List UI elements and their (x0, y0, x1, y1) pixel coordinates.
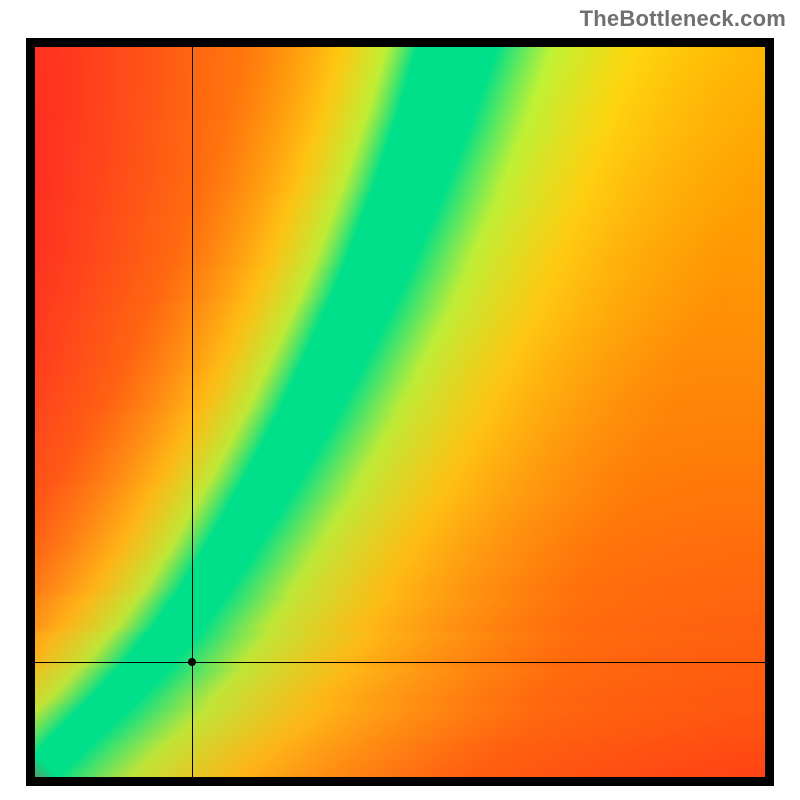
crosshair-vertical (192, 47, 193, 777)
heatmap-canvas (35, 47, 765, 777)
plot-frame (26, 38, 774, 786)
crosshair-horizontal (35, 662, 765, 663)
crosshair-marker-dot (188, 658, 196, 666)
plot-area (35, 47, 765, 777)
watermark-text: TheBottleneck.com (580, 6, 786, 32)
